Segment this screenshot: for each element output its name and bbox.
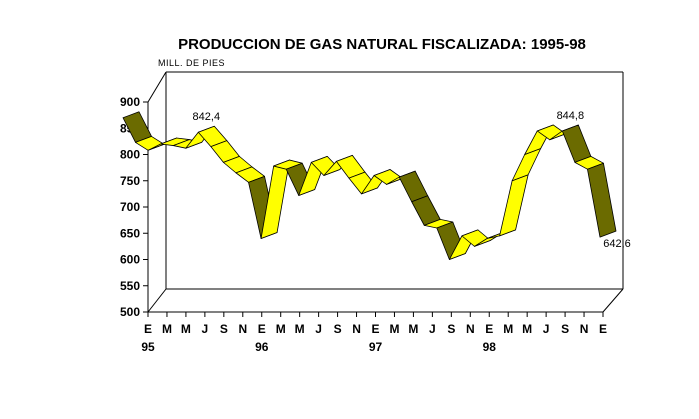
year-label: 97	[369, 340, 383, 354]
ribbon-segment	[499, 174, 529, 237]
x-tick-label: E	[599, 322, 607, 336]
data-label: 844,8	[557, 110, 585, 122]
x-tick-label: J	[543, 322, 550, 336]
x-tick-label: N	[466, 322, 475, 336]
x-tick-label: J	[202, 322, 209, 336]
chart-title: PRODUCCION DE GAS NATURAL FISCALIZADA: 1…	[178, 36, 586, 53]
x-tick-label: J	[429, 322, 436, 336]
x-tick-label: M	[408, 322, 418, 336]
year-label: 95	[141, 340, 155, 354]
x-tick-label: E	[144, 322, 152, 336]
data-label: 642,6	[603, 238, 631, 250]
x-tick-label: E	[258, 322, 266, 336]
frame-edge-8	[602, 288, 624, 313]
y-tick-label: 550	[120, 279, 140, 293]
year-label: 96	[255, 340, 269, 354]
x-tick-label: N	[580, 322, 589, 336]
x-axis-ticks: E M M J S N E M M J S N E M M J S N E M M J S N E95 96 97 98	[141, 312, 607, 354]
y-tick-label: 900	[120, 95, 140, 109]
y-tick-label: 500	[120, 305, 140, 319]
x-tick-label: M	[389, 322, 399, 336]
y-tick-label: 600	[120, 253, 140, 267]
x-tick-label: M	[276, 322, 286, 336]
x-tick-label: S	[561, 322, 569, 336]
y-tick-label: 750	[120, 174, 140, 188]
annotations: 842,4 844,8 642,6	[193, 110, 631, 250]
chart-frame	[147, 71, 624, 313]
unit-label: MILL. DE PIES	[158, 58, 225, 68]
x-tick-label: M	[503, 322, 513, 336]
y-tick-label: 700	[120, 200, 140, 214]
data-ribbon	[122, 111, 617, 260]
x-tick-label: S	[334, 322, 342, 336]
year-label: 98	[483, 340, 497, 354]
data-label: 842,4	[193, 111, 221, 123]
x-tick-label: E	[485, 322, 493, 336]
x-tick-label: M	[181, 322, 191, 336]
frame-edge-7	[147, 288, 167, 313]
x-tick-label: S	[220, 322, 228, 336]
y-tick-label: 800	[120, 148, 140, 162]
x-tick-label: N	[352, 322, 361, 336]
x-tick-label: S	[447, 322, 455, 336]
ribbon-segment	[561, 124, 592, 163]
frame-edge-2	[147, 71, 167, 103]
x-tick-label: M	[522, 322, 532, 336]
y-tick-label: 650	[120, 226, 140, 240]
ribbon-segment	[587, 162, 617, 238]
x-tick-label: N	[238, 322, 247, 336]
x-tick-label: M	[162, 322, 172, 336]
x-tick-label: M	[295, 322, 305, 336]
x-tick-label: J	[315, 322, 322, 336]
x-tick-label: E	[371, 322, 379, 336]
